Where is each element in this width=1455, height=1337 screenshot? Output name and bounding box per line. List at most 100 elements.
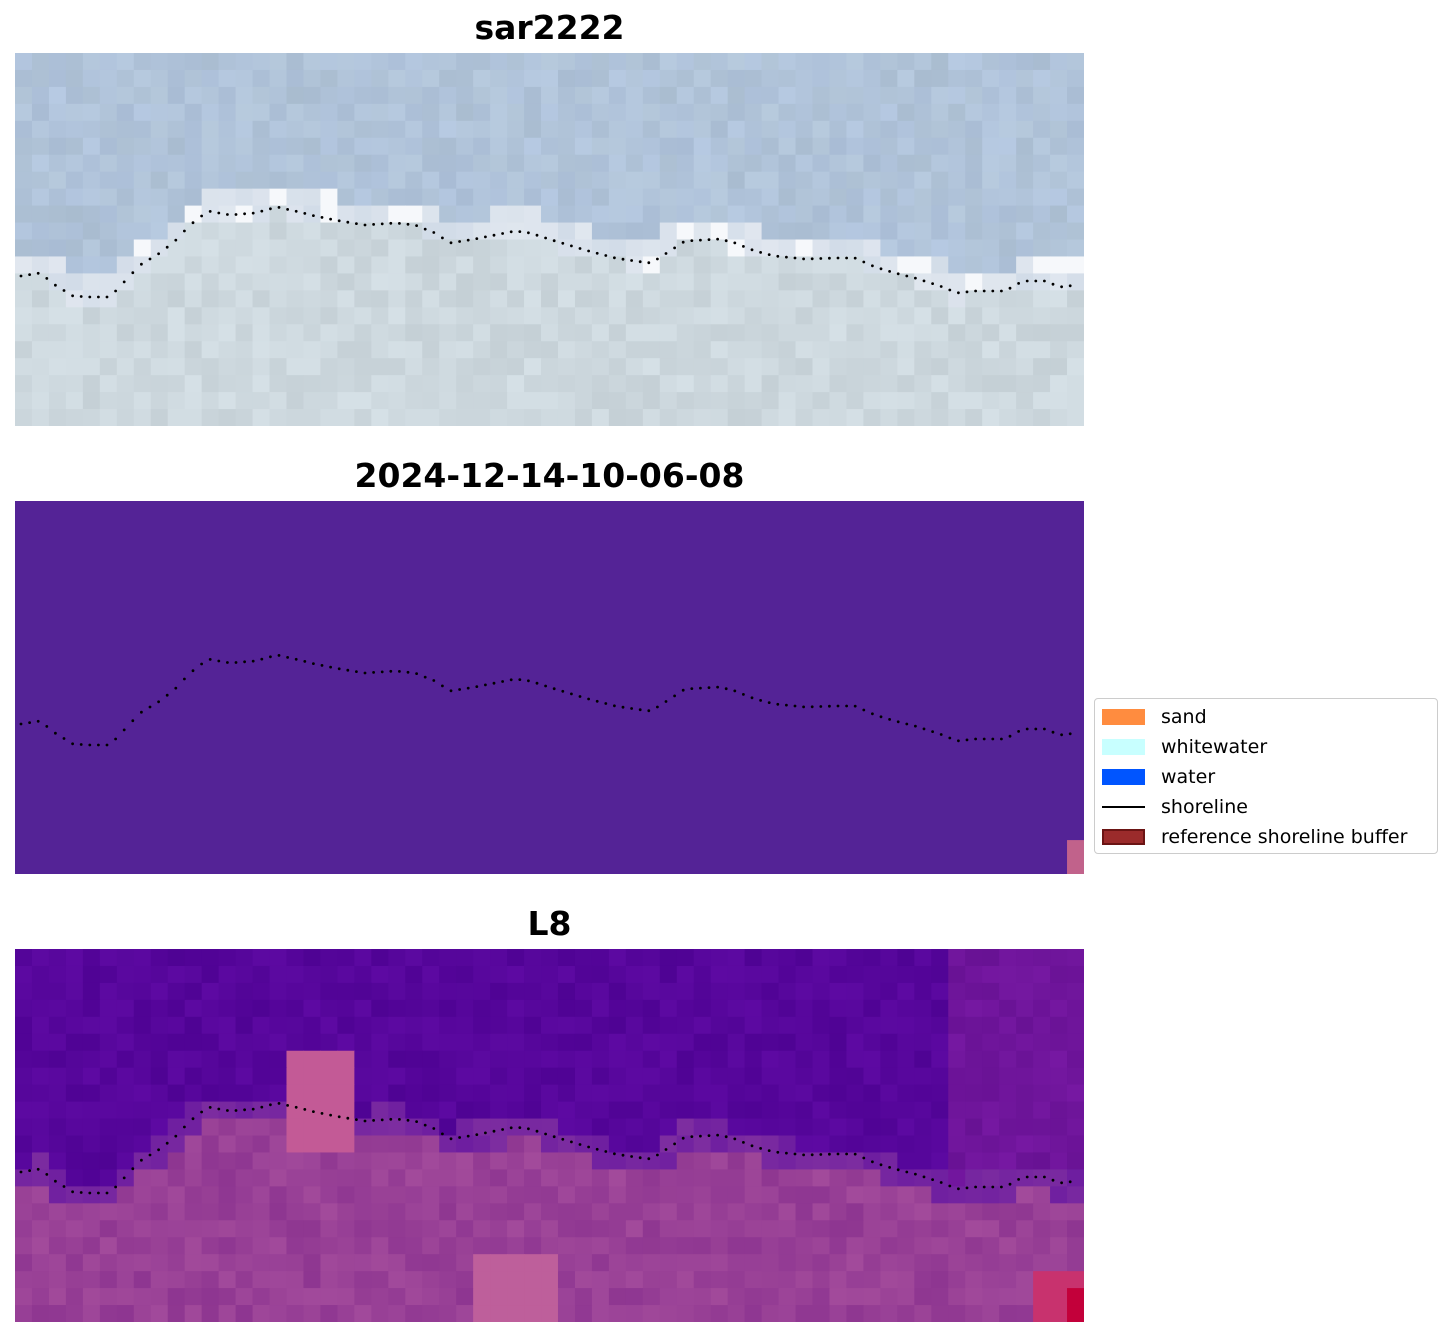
image-pixel <box>48 1033 67 1052</box>
image-pixel <box>422 273 440 291</box>
image-pixel <box>218 290 237 308</box>
image-pixel <box>982 1118 1000 1137</box>
image-pixel <box>591 1067 610 1086</box>
image-pixel <box>303 307 322 325</box>
image-pixel <box>269 982 288 1001</box>
image-pixel <box>337 1186 355 1204</box>
shoreline-point <box>157 700 161 704</box>
shoreline-point <box>793 256 797 260</box>
image-pixel <box>676 1050 695 1069</box>
image-pixel <box>999 273 1017 291</box>
image-pixel <box>761 392 780 410</box>
image-pixel <box>15 103 33 122</box>
image-pixel <box>15 999 33 1018</box>
image-pixel <box>727 86 746 105</box>
image-pixel <box>184 1186 203 1204</box>
image-pixel <box>574 239 593 258</box>
image-pixel <box>642 307 661 325</box>
image-pixel <box>710 358 729 376</box>
image-pixel <box>812 137 831 156</box>
shoreline-point <box>346 220 350 224</box>
image-pixel <box>744 1050 763 1069</box>
image-pixel <box>439 256 457 274</box>
shoreline-point <box>312 1110 315 1113</box>
image-pixel <box>184 1033 203 1052</box>
image-pixel <box>608 1152 627 1170</box>
image-pixel <box>659 1084 678 1103</box>
image-pixel <box>286 53 305 71</box>
image-pixel <box>116 999 135 1018</box>
image-pixel <box>659 154 678 173</box>
image-pixel <box>371 137 389 156</box>
image-pixel <box>456 1033 474 1052</box>
shoreline-point <box>398 1118 401 1121</box>
image-pixel <box>557 965 576 984</box>
image-pixel <box>65 256 84 274</box>
shoreline-point <box>707 1134 711 1137</box>
image-pixel <box>405 1203 423 1221</box>
image-pixel <box>82 1169 101 1187</box>
image-pixel <box>829 1050 848 1069</box>
image-pixel <box>863 1135 881 1154</box>
shoreline-point <box>716 237 719 241</box>
shoreline-point <box>492 233 496 237</box>
shoreline-point <box>1000 289 1003 293</box>
image-pixel <box>388 1305 406 1322</box>
image-pixel <box>133 239 152 258</box>
image-pixel <box>931 222 949 241</box>
image-pixel <box>846 1016 865 1035</box>
image-pixel <box>354 1033 372 1052</box>
image-pixel <box>133 1220 152 1238</box>
image-pixel <box>269 239 288 258</box>
image-pixel <box>982 1305 1000 1322</box>
image-pixel <box>948 1288 966 1306</box>
shoreline-point <box>613 256 616 260</box>
image-pixel <box>439 307 457 325</box>
image-pixel <box>880 324 898 342</box>
image-pixel <box>863 239 881 258</box>
shoreline-point <box>785 255 788 259</box>
image-pixel <box>235 1084 254 1103</box>
image-pixel <box>591 324 610 342</box>
image-pixel <box>15 1271 33 1289</box>
image-pixel <box>133 1033 152 1052</box>
image-pixel <box>608 69 627 88</box>
image-pixel <box>490 239 508 258</box>
image-pixel <box>1067 375 1084 393</box>
image-pixel <box>693 1118 712 1137</box>
shoreline-point <box>492 681 496 685</box>
image-pixel <box>150 290 169 308</box>
image-pixel <box>320 1084 338 1103</box>
image-pixel <box>744 1084 763 1103</box>
image-pixel <box>320 1271 338 1289</box>
image-pixel <box>982 358 1000 376</box>
image-pixel <box>439 205 457 224</box>
image-pixel <box>490 53 508 71</box>
image-pixel <box>931 409 949 426</box>
image-pixel <box>591 1271 610 1289</box>
image-pixel <box>1016 982 1034 1001</box>
image-pixel <box>354 1169 372 1187</box>
image-pixel <box>863 69 881 88</box>
shoreline-point <box>1008 286 1012 290</box>
shoreline-point <box>174 1134 178 1138</box>
image-pixel <box>218 222 237 241</box>
image-pixel <box>812 239 831 258</box>
image-pixel <box>116 1033 135 1052</box>
image-pixel <box>1033 86 1051 105</box>
image-pixel <box>184 222 203 241</box>
image-pixel <box>269 375 288 393</box>
image-pixel <box>269 1220 288 1238</box>
image-pixel <box>812 1186 831 1204</box>
image-pixel <box>490 69 508 88</box>
shoreline-point <box>363 223 367 227</box>
shoreline-point <box>982 737 986 741</box>
image-pixel <box>218 120 237 139</box>
image-pixel <box>761 137 780 156</box>
shoreline-point <box>226 661 229 664</box>
image-pixel <box>642 1220 661 1238</box>
image-pixel <box>1067 1305 1084 1322</box>
image-pixel <box>1033 239 1051 258</box>
image-pixel <box>999 1135 1017 1154</box>
image-pixel <box>591 86 610 105</box>
